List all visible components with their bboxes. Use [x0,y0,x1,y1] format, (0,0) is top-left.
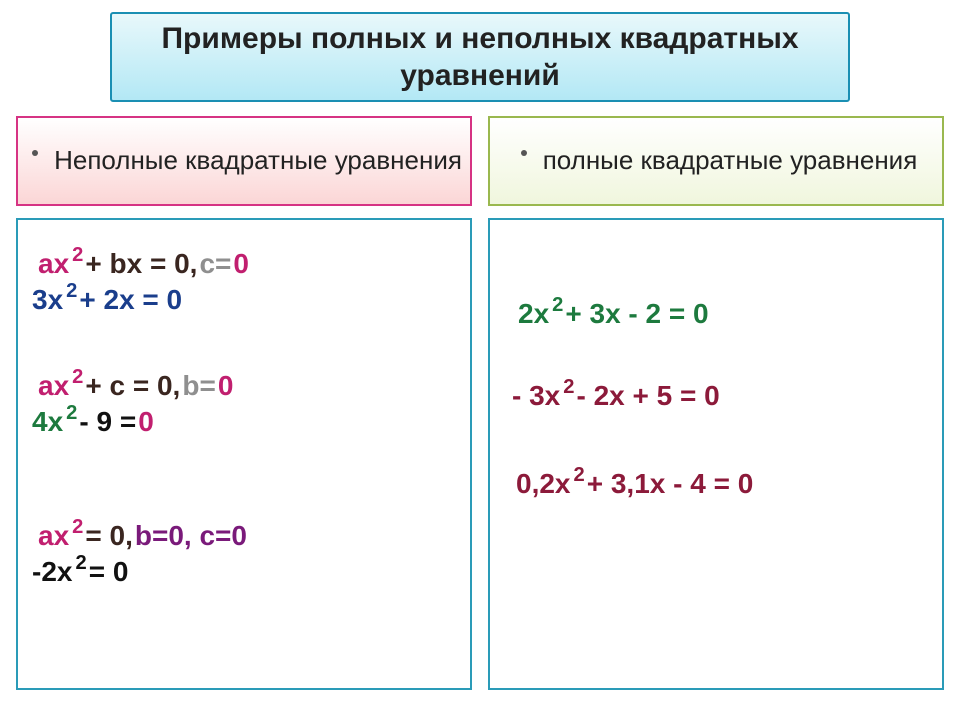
bullet-icon [521,150,527,156]
math-token: 0 [138,406,154,438]
math-line: ax2 = 0, b=0, c=0 [38,520,249,552]
math-token: 4x [32,406,63,438]
math-token: -2x [32,556,72,588]
math-line: 3x2 + 2x = 0 [32,284,184,316]
math-line: 0,2x2 + 3,1x - 4 = 0 [516,468,755,500]
math-token: 0,2x [516,468,571,500]
header-incomplete: Неполные квадратные уравнения [16,116,472,206]
math-line: ax2 + bx = 0, c=0 [38,248,251,280]
math-token: 2 [552,295,563,315]
header-left-text: Неполные квадратные уравнения [54,145,462,175]
math-token: - 2x + 5 = 0 [576,380,719,412]
math-token: b=0, c=0 [135,520,247,552]
math-token: + c = 0, [85,370,180,402]
math-token: ax [38,520,69,552]
math-token: + bx = 0, [85,248,197,280]
math-token: 2 [66,403,77,423]
math-token: c= [199,248,231,280]
page-title: Примеры полных и неполных квадратных ура… [112,20,848,95]
title-box: Примеры полных и неполных квадратных ура… [110,12,850,102]
math-line: -2x2 = 0 [32,556,130,588]
math-token: 2 [72,245,83,265]
math-token: 2 [75,553,86,573]
math-token: - 3x [512,380,560,412]
math-token: - 9 = [79,406,136,438]
math-token: b= [182,370,215,402]
header-complete-inner: полные квадратные уравнения [515,144,918,178]
math-token: = 0 [89,556,129,588]
math-line: ax2 + c = 0, b=0 [38,370,235,402]
math-token: + 3,1x - 4 = 0 [587,468,754,500]
math-token: = 0, [85,520,132,552]
math-token: 0 [218,370,234,402]
math-line: - 3x2 - 2x + 5 = 0 [512,380,722,412]
math-line: 2x2 + 3x - 2 = 0 [518,298,711,330]
math-token: 0 [233,248,249,280]
math-token: 2 [563,377,574,397]
math-line: 4x2 - 9 = 0 [32,406,156,438]
math-token: ax [38,248,69,280]
header-incomplete-inner: Неполные квадратные уравнения [26,144,462,178]
panel-complete: 2x2 + 3x - 2 = 0- 3x2 - 2x + 5 = 00,2x2 … [488,218,944,690]
math-token: 2 [574,465,585,485]
header-right-text: полные квадратные уравнения [543,145,918,175]
panel-incomplete: ax2 + bx = 0, c=03x2 + 2x = 0ax2 + c = 0… [16,218,472,690]
math-token: 2 [72,367,83,387]
header-complete: полные квадратные уравнения [488,116,944,206]
math-token: 2x [518,298,549,330]
bullet-icon [32,150,38,156]
math-token: 2 [72,517,83,537]
math-token: 2 [66,281,77,301]
math-token: + 2x = 0 [79,284,182,316]
math-token: 3x [32,284,63,316]
math-token: ax [38,370,69,402]
math-token: + 3x - 2 = 0 [565,298,708,330]
